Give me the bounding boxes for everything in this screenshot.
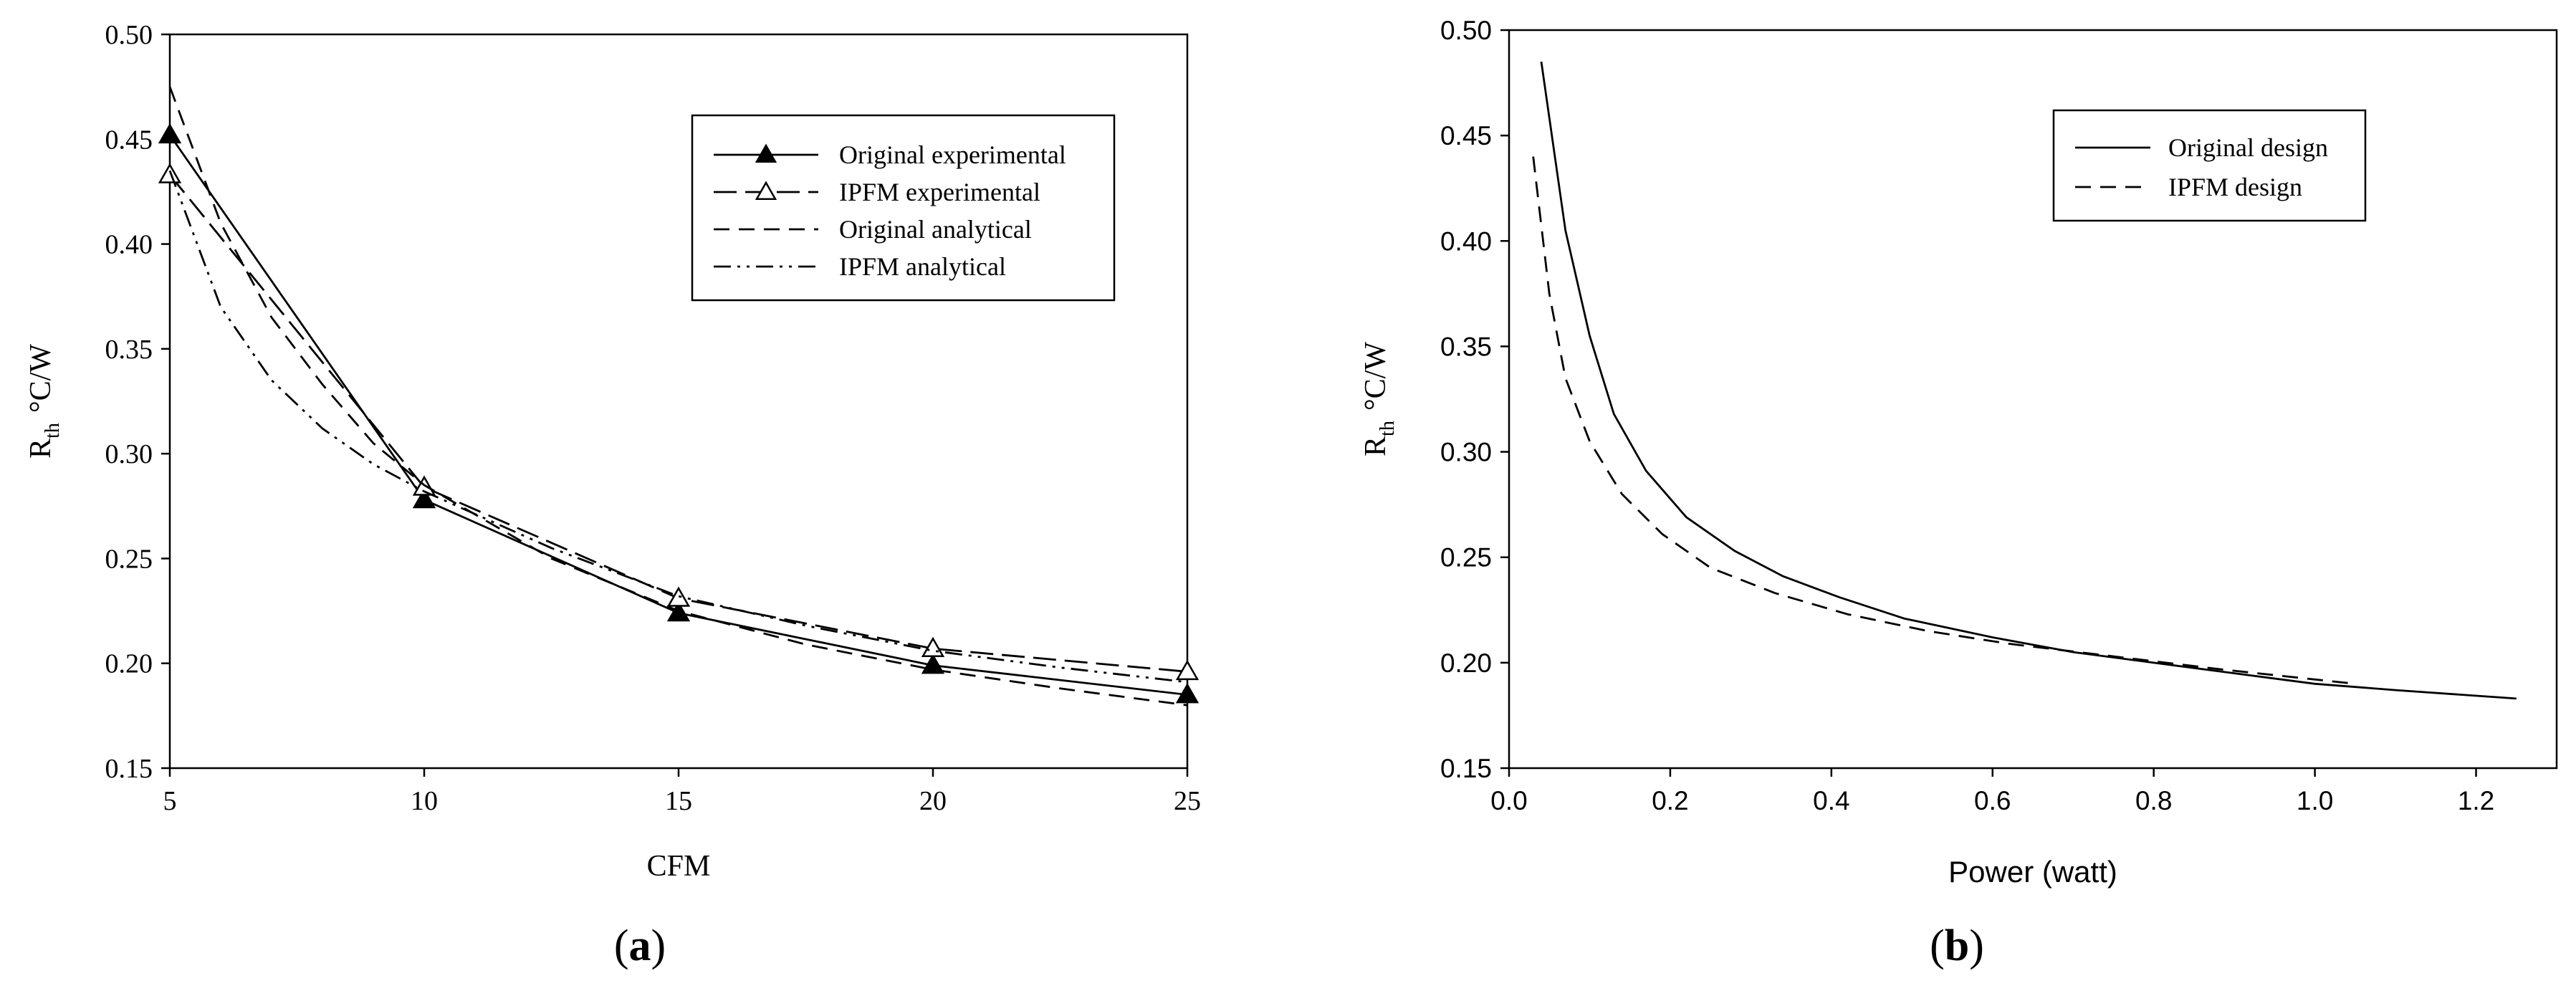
y-tick-label: 0.40 (105, 230, 153, 260)
legend-entry-label: Original experimental (839, 140, 1066, 169)
panel-label: (a) (614, 921, 666, 970)
y-axis-label-text: Rth °C/W (24, 344, 64, 459)
data-point-marker (666, 586, 691, 607)
x-tick-label: 0.2 (1652, 786, 1688, 815)
panel-label-close: ) (1969, 921, 1984, 970)
y-label-main: R (24, 439, 57, 459)
x-tick-label: 0.4 (1813, 786, 1849, 815)
data-point-marker (1175, 683, 1200, 704)
plot-frame (1508, 29, 2558, 770)
data-point-marker (158, 163, 182, 183)
data-point-marker (921, 653, 945, 674)
y-label-subscript: th (1376, 421, 1399, 436)
data-point-marker (158, 123, 182, 144)
x-axis-label: CFM (647, 850, 711, 883)
legend-entry-label: Original analytical (839, 215, 1032, 244)
y-tick-label: 0.15 (105, 754, 153, 784)
y-tick-label: 0.20 (105, 649, 153, 679)
x-tick-label: 0.8 (2135, 786, 2172, 815)
y-tick-label: 0.30 (105, 439, 153, 469)
y-tick-label: 0.15 (1440, 754, 1492, 783)
series-line-3 (168, 86, 1188, 707)
legend-marker (755, 181, 777, 200)
y-tick-label: 0.45 (105, 125, 153, 155)
x-tick-label: 20 (919, 786, 947, 816)
y-label-subscript: th (42, 423, 64, 439)
data-point-marker (1175, 659, 1200, 681)
y-tick-label: 0.50 (1440, 16, 1492, 45)
chart-panel-b: 0.0 0.2 0.4 0.6 0.8 1.0 1.2 0.15 0.20 0.25 0.30 0.3… (1359, 16, 2558, 970)
x-axis-label: Power (watt) (1948, 855, 2117, 889)
y-tick-label: 0.50 (105, 20, 153, 50)
x-tick-label: 1.2 (2458, 786, 2494, 815)
panel-label-close: ) (651, 921, 666, 970)
legend-entry-label: Original design (2168, 133, 2328, 162)
y-label-main: R (1359, 436, 1392, 456)
x-tick-label: 0.0 (1490, 786, 1527, 815)
x-tick-label: 10 (411, 786, 438, 816)
y-tick-label: 0.20 (1440, 648, 1492, 678)
y-tick-label: 0.25 (105, 544, 153, 574)
data-point-marker (412, 487, 436, 509)
y-tick-label: 0.40 (1440, 226, 1492, 256)
legend-box (691, 114, 1116, 302)
panel-label-letter: b (1945, 921, 1969, 970)
panel-label-letter: a (629, 921, 651, 970)
x-tick-label: 0.6 (1974, 786, 2011, 815)
chart-panel-a: 5 10 15 20 25 0.15 0.20 0.25 0.30 0.35 0.40 0.45 0.5… (24, 20, 1201, 970)
legend-marker (755, 143, 777, 163)
legend-box (2052, 109, 2367, 222)
y-axis-label-text: Rth °C/W (1359, 342, 1399, 456)
series-line-4 (168, 170, 1188, 684)
y-axis-label: Rth °C/W (1359, 342, 1399, 456)
legend-entry-label: IPFM design (2168, 173, 2302, 201)
y-tick-label: 0.45 (1440, 121, 1492, 150)
y-tick-label: 0.25 (1440, 543, 1492, 573)
panel-label: (b) (1930, 921, 1984, 970)
series-line-2 (1532, 156, 2355, 685)
y-label-unit: °C/W (1359, 342, 1392, 411)
y-tick-label: 0.35 (1440, 332, 1492, 361)
legend-entry-label: IPFM experimental (839, 178, 1040, 206)
y-tick-label: 0.35 (105, 335, 153, 365)
legend-entry-label: IPFM analytical (839, 252, 1006, 281)
x-tick-label: 25 (1174, 786, 1201, 816)
panel-label-open: ( (614, 921, 629, 970)
x-tick-label: 5 (163, 786, 177, 816)
y-axis-label: Rth °C/W (24, 344, 64, 459)
y-tick-label: 0.30 (1440, 438, 1492, 467)
y-label-unit: °C/W (24, 344, 57, 413)
panel-label-open: ( (1930, 921, 1945, 970)
series-line-1 (1540, 61, 2517, 700)
x-tick-label: 1.0 (2297, 786, 2333, 815)
x-tick-label: 15 (665, 786, 692, 816)
